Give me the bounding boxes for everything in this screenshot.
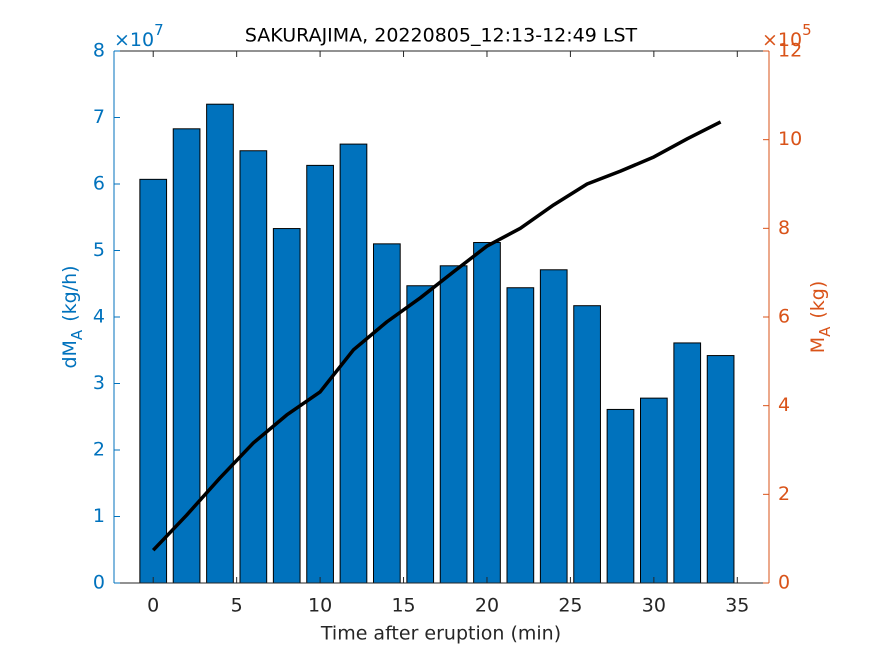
y2-multiplier-exp: 5 <box>802 21 812 39</box>
bar <box>473 242 501 584</box>
y2-tick-label: 8 <box>778 217 790 239</box>
bar <box>372 243 401 584</box>
y-multiplier: ×107 <box>114 21 164 51</box>
bar <box>439 265 468 584</box>
x-axis-label: Time after eruption (min) <box>320 623 561 645</box>
x-tick-label: 35 <box>725 595 749 617</box>
y2-tick-label: 2 <box>778 483 790 505</box>
bar <box>706 355 735 584</box>
y2-axis-label: MA (kg) <box>807 281 834 354</box>
bar <box>673 342 702 584</box>
y-tick-label: 0 <box>93 572 105 594</box>
y-tick-label: 4 <box>93 306 105 328</box>
bar <box>239 150 268 584</box>
y2-multiplier-base: ×10 <box>762 29 802 51</box>
bar <box>272 228 301 584</box>
bar <box>139 178 168 584</box>
y2-label-sub: A <box>816 326 834 337</box>
chart-title: SAKURAJIMA, 20220805_12:13-12:49 LST <box>245 25 638 47</box>
y-tick-label: 1 <box>93 505 105 527</box>
x-tick-label: 0 <box>147 595 159 617</box>
bar <box>573 305 601 584</box>
x-tick-label: 20 <box>475 595 499 617</box>
line <box>151 120 722 552</box>
y-multiplier-exp: 7 <box>154 21 164 39</box>
y2-tick-label: 4 <box>778 394 790 416</box>
y-tick-label: 8 <box>93 40 105 62</box>
x-tick-label: 10 <box>308 595 332 617</box>
x-tick-label: 15 <box>391 595 415 617</box>
y-axis-label: dMA (kg/h) <box>59 265 86 368</box>
y-label-sub: A <box>68 329 86 340</box>
y2-label-main: M <box>807 337 829 353</box>
y-tick-label: 6 <box>93 173 105 195</box>
y-label-main: dM <box>59 340 81 368</box>
bar <box>539 269 568 584</box>
x-tick-label: 30 <box>642 595 666 617</box>
y-multiplier-base: ×10 <box>114 29 154 51</box>
y-tick-label: 3 <box>93 372 105 394</box>
y-tick-label: 5 <box>93 239 105 261</box>
y2-tick-label: 0 <box>778 572 790 594</box>
bar <box>506 287 535 584</box>
x-tick-label: 5 <box>231 595 243 617</box>
x-tick-label: 25 <box>558 595 582 617</box>
y-tick-label: 7 <box>93 106 105 128</box>
bar <box>306 164 334 584</box>
bar <box>406 285 435 584</box>
y2-multiplier: ×105 <box>762 21 812 51</box>
y2-tick-label: 10 <box>778 128 802 150</box>
bar <box>206 103 234 584</box>
y-label-unit: (kg/h) <box>59 265 81 321</box>
bar <box>640 397 668 584</box>
y2-tick-label: 6 <box>778 306 790 328</box>
bar <box>606 408 635 584</box>
y2-label-unit: (kg) <box>807 281 829 319</box>
y2-tick-label: 12 <box>778 40 802 62</box>
y-tick-label: 2 <box>93 439 105 461</box>
